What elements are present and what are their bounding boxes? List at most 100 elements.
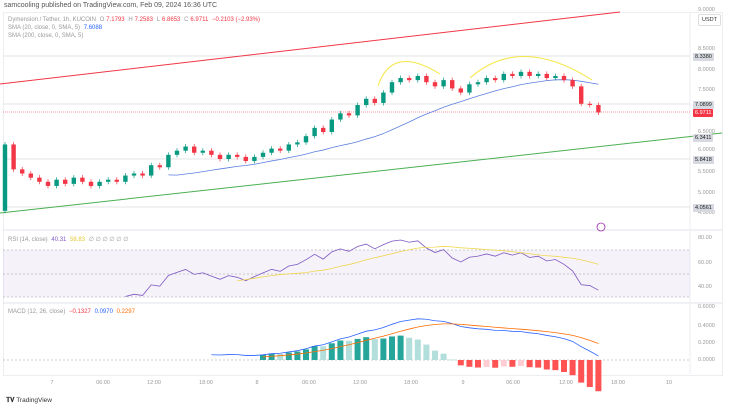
macd-histogram-bar	[586, 360, 593, 388]
macd-histogram-bar	[509, 360, 516, 367]
price-tick: 9.0000	[698, 7, 715, 13]
macd-legend[interactable]: MACD (12, 26, close) −0.1327 0.0970 0.22…	[8, 309, 135, 315]
candle-body	[97, 181, 102, 186]
price-tick: 5.5000	[698, 169, 715, 175]
candle-body	[303, 136, 309, 143]
rsi-band	[3, 250, 690, 297]
candle-body	[200, 150, 205, 153]
currency-button[interactable]: USDT	[698, 14, 721, 26]
price-badge: 4.0561	[693, 204, 714, 212]
price-badge: 6.9711	[693, 109, 714, 117]
rsi-tick: 60.00	[698, 260, 712, 266]
candle-body	[226, 154, 231, 159]
rsi-legend[interactable]: RSI (14, close) 40.31 58.83 ∅ ∅ ∅ ∅ ∅ ∅	[8, 237, 129, 243]
time-tick: 06:00	[302, 380, 316, 386]
channel-upper-line	[0, 11, 621, 85]
candle-body	[106, 179, 111, 182]
macd-histogram-bar	[371, 339, 378, 360]
candle-body	[45, 181, 51, 186]
macd-histogram-bar	[311, 346, 318, 360]
time-tick: 18:00	[611, 380, 625, 386]
candle-body	[149, 165, 154, 176]
rsi-line	[125, 239, 599, 297]
candle-body	[80, 177, 85, 182]
macd-histogram-bar	[363, 337, 370, 360]
candle-body	[398, 78, 403, 83]
candle-body	[518, 71, 524, 76]
candle-body	[295, 142, 300, 145]
candle-body	[2, 144, 8, 211]
macd-histogram-bar	[535, 360, 542, 368]
candle-body	[28, 173, 33, 178]
macd-histogram-bar	[552, 360, 559, 371]
macd-histogram-bar	[466, 360, 473, 367]
candle-body	[458, 88, 463, 93]
macd-tick: 0.6000	[698, 304, 715, 310]
close-value: 6.9711	[190, 17, 209, 23]
price-badge: 8.3380	[693, 53, 714, 61]
candle-body	[407, 78, 412, 81]
macd-tick: 0.0000	[698, 357, 715, 363]
candle-body	[192, 146, 197, 153]
time-tick: 06:00	[96, 380, 110, 386]
candle-body	[71, 177, 76, 184]
candle-body	[269, 148, 274, 153]
candle-body	[467, 84, 472, 93]
candle-body	[37, 177, 42, 182]
candle-body	[544, 73, 549, 79]
candle-body	[243, 156, 248, 162]
candle-body	[424, 75, 429, 83]
sma200-legend[interactable]: SMA (200, close, 0, SMA, 5)	[8, 33, 84, 39]
candle-body	[174, 150, 180, 155]
price-badge: 7.0899	[693, 101, 714, 109]
macd-histogram-bar	[578, 360, 585, 383]
time-tick: 7	[50, 380, 54, 386]
macd-histogram-bar	[285, 352, 292, 360]
price-tick: 7.5000	[698, 87, 715, 93]
time-tick: 12:00	[353, 380, 367, 386]
candle-body	[329, 119, 334, 132]
candle-body	[252, 156, 257, 162]
macd-histogram-bar	[423, 344, 430, 360]
candle-body	[312, 127, 317, 137]
time-tick: 12:00	[147, 380, 161, 386]
candle-body	[475, 82, 481, 85]
macd-histogram-bar	[380, 338, 387, 360]
published-info: samcooling published on TradingView.com,…	[4, 2, 218, 9]
price-tick: 8.5000	[698, 46, 715, 52]
symbol-legend: Dymension / Tether, 1h, KUCOIN O 7.1793 H…	[8, 17, 261, 23]
candle-body	[355, 105, 360, 116]
macd-histogram-bar	[526, 360, 533, 368]
candle-body	[123, 175, 128, 182]
candle-body	[389, 82, 395, 93]
change-value: −0.2103 (−2.93%)	[211, 17, 261, 23]
open-value: 7.1793	[106, 17, 125, 23]
macd-histogram-bar	[354, 338, 361, 360]
time-tick: 18:00	[199, 380, 213, 386]
macd-histogram-bar	[328, 343, 335, 360]
macd-histogram-bar	[303, 349, 309, 360]
candle-body	[510, 73, 515, 76]
tradingview-logo[interactable]: 𝐓𝐕 TradingView	[6, 397, 52, 404]
macd-histogram-bar	[320, 346, 327, 360]
candle-body	[570, 80, 575, 87]
candle-body	[484, 78, 489, 83]
candle-body	[166, 154, 171, 168]
sma20-line	[168, 79, 599, 176]
macd-histogram-bar	[595, 360, 602, 392]
low-value: 6.8653	[162, 17, 181, 23]
candle-body	[88, 181, 94, 186]
price-tick: 6.0000	[698, 147, 715, 153]
events-icon	[596, 222, 606, 232]
sma20-legend[interactable]: SMA (20, close, 0, SMA, 5) 7.6088	[8, 25, 103, 31]
candle-body	[587, 103, 592, 106]
candle-body	[54, 179, 59, 186]
price-badge: 6.3411	[693, 134, 714, 142]
candle-body	[338, 113, 343, 120]
macd-histogram-bar	[492, 360, 499, 368]
macd-histogram-bar	[500, 360, 507, 367]
macd-histogram-bar	[569, 360, 576, 376]
candle-body	[450, 80, 455, 89]
rsi-tick: 40.00	[698, 284, 712, 290]
